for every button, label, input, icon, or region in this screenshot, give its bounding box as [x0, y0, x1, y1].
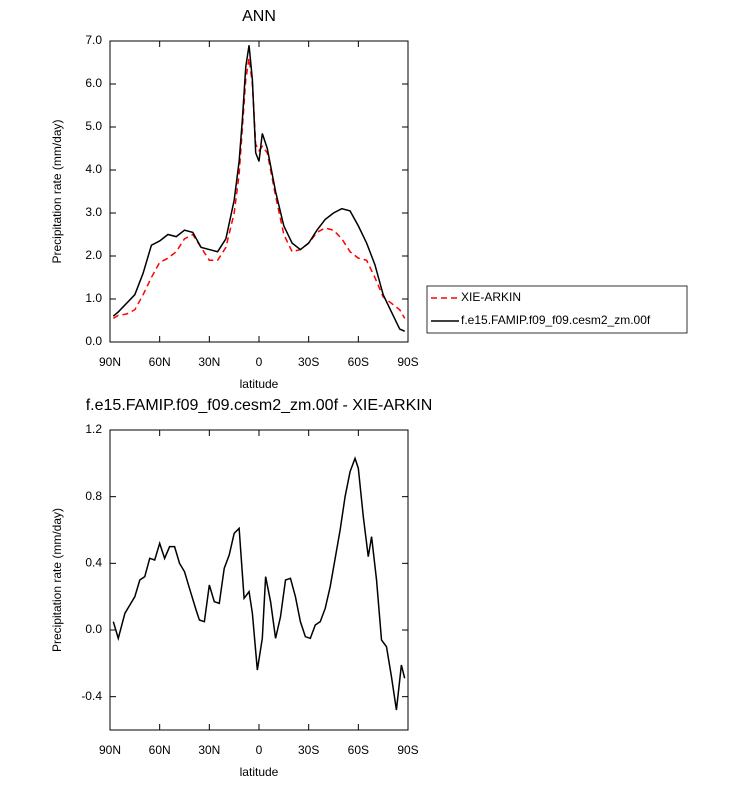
y-tick-label: 6.0	[85, 76, 102, 90]
x-tick-label: 90S	[397, 743, 418, 757]
x-tick-label: 30S	[298, 743, 319, 757]
x-tick-label: 90N	[99, 355, 121, 369]
x-tick-label: 30S	[298, 355, 319, 369]
data-line	[112, 456, 406, 711]
y-tick-label: 0.4	[85, 556, 102, 570]
x-tick-label: 90N	[99, 743, 121, 757]
data-line	[112, 45, 405, 332]
x-tick-label: 30N	[198, 743, 220, 757]
chart-title: f.e15.FAMIP.f09_f09.cesm2_zm.00f - XIE-A…	[86, 397, 433, 414]
y-tick-label: 4.0	[85, 162, 102, 176]
y-axis-label: Precipitation rate (mm/day)	[50, 508, 64, 652]
y-tick-label: 7.0	[85, 33, 102, 47]
x-tick-label: 60N	[149, 743, 171, 757]
y-tick-label: 0.0	[85, 622, 102, 636]
x-axis-label: latitude	[240, 377, 279, 391]
x-tick-label: 60S	[348, 743, 369, 757]
x-tick-label: 30N	[198, 355, 220, 369]
y-tick-label: 2.0	[85, 248, 102, 262]
y-tick-label: 5.0	[85, 119, 102, 133]
plot-frame	[109, 40, 409, 343]
y-axis-label: Precipitation rate (mm/day)	[50, 119, 64, 263]
x-tick-label: 0	[256, 355, 263, 369]
legend-label: XIE-ARKIN	[461, 290, 521, 304]
y-tick-label: 1.2	[85, 422, 102, 436]
x-axis-label: latitude	[240, 765, 279, 779]
x-tick-label: 90S	[397, 355, 418, 369]
chart-title: ANN	[242, 8, 276, 25]
x-tick-label: 60N	[149, 355, 171, 369]
data-line	[112, 58, 406, 319]
y-tick-label: 0.0	[85, 334, 102, 348]
legend-label: f.e15.FAMIP.f09_f09.cesm2_zm.00f	[461, 313, 651, 327]
x-tick-label: 60S	[348, 355, 369, 369]
plot-frame	[109, 429, 409, 731]
y-tick-label: 1.0	[85, 291, 102, 305]
y-tick-label: -0.4	[81, 689, 102, 703]
legend-box	[426, 285, 688, 334]
y-tick-label: 0.8	[85, 489, 102, 503]
x-tick-label: 0	[256, 743, 263, 757]
y-tick-label: 3.0	[85, 205, 102, 219]
